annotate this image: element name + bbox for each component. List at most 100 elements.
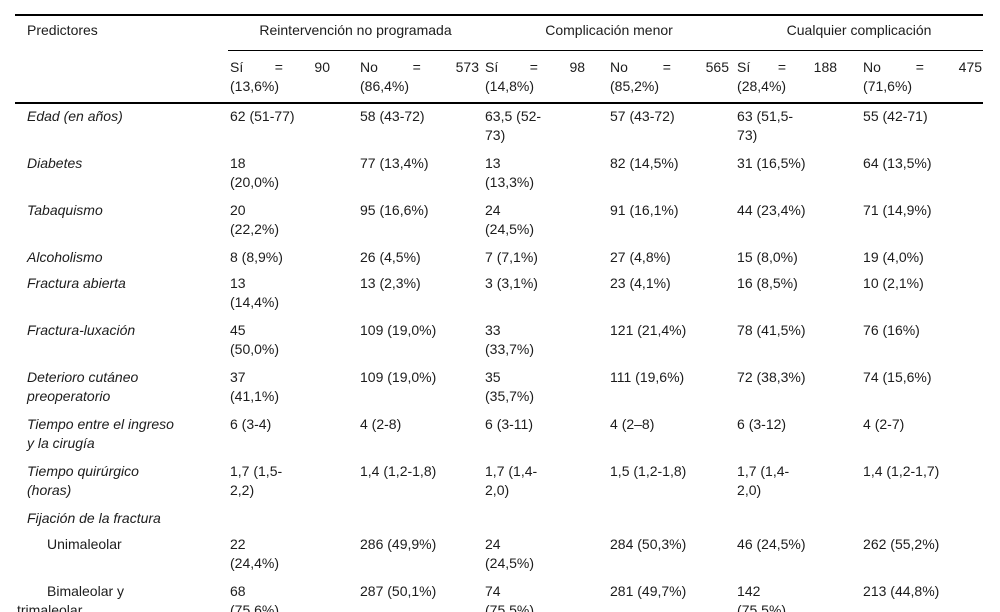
subcolumn-count: Sí = 188 (737, 58, 837, 77)
data-cell: 18 (20,0%) (230, 155, 280, 190)
row-label: Diabetes (27, 155, 83, 171)
data-cell: 64 (13,5%) (863, 155, 932, 171)
data-cell: 109 (19,0%) (360, 322, 437, 338)
data-cell: 76 (16%) (863, 322, 920, 338)
data-cell (483, 506, 608, 532)
data-cell: 262 (55,2%) (863, 536, 940, 552)
row-label: Edad (en años) (27, 108, 123, 124)
column-header-predictores: Predictores (15, 15, 228, 104)
table-row-deterioro-cutaneo: Deterioro cutáneo preoperatorio 37 (41,1… (15, 365, 983, 412)
row-label: Alcoholismo (27, 249, 103, 265)
subcol-word: Sí (230, 59, 244, 75)
data-cell: 74 (15,6%) (863, 369, 932, 385)
subcol-word: Sí (737, 59, 751, 75)
data-cell: 109 (19,0%) (360, 369, 437, 385)
data-cell: 16 (8,5%) (737, 275, 798, 291)
data-cell: 121 (21,4%) (610, 322, 687, 338)
subcolumn-header-no-3: No = 475 (71,6%) (861, 50, 984, 104)
subcol-n: 98 (569, 59, 586, 75)
data-cell: 63 (51,5- 73) (737, 108, 794, 143)
subcol-n: 565 (705, 59, 729, 75)
table-row-tabaquismo: Tabaquismo 20 (22,2%) 95 (16,6%) 24 (24,… (15, 198, 983, 245)
subcol-n: 188 (813, 59, 838, 75)
row-label: Unimaleolar (47, 536, 122, 552)
data-cell: 1,7 (1,4- 2,0) (485, 463, 538, 498)
data-cell: 13 (2,3%) (360, 275, 421, 291)
group-header-cualquier-complicacion: Cualquier complicación (735, 15, 984, 51)
table-row-edad: Edad (en años) 62 (51-77) 58 (43-72) 63,… (15, 103, 983, 151)
data-cell (735, 506, 861, 532)
subcol-n: 573 (455, 59, 479, 75)
data-cell: 15 (8,0%) (737, 249, 798, 265)
table-row-bimaleolar-trimaleolar: Bimaleolar y trimaleolar 68 (75,6%) 287 … (15, 579, 984, 612)
data-cell: 20 (22,2%) (230, 202, 280, 237)
data-cell: 287 (50,1%) (358, 579, 484, 612)
data-cell: 71 (14,9%) (863, 202, 932, 218)
group-header-reintervencion: Reintervención no programada (228, 15, 484, 51)
table-row-fractura-luxacion: Fractura-luxación 45 (50,0%) 109 (19,0%)… (15, 318, 983, 365)
table-row-alcoholismo: Alcoholismo 8 (8,9%) 26 (4,5%) 7 (7,1%) … (15, 245, 983, 271)
data-cell: 13 (14,4%) (230, 275, 280, 310)
data-cell: 286 (49,9%) (360, 536, 437, 552)
predictors-table: Predictores Reintervención no programada… (15, 14, 984, 612)
data-cell: 46 (24,5%) (737, 536, 806, 552)
table-row-fijacion-fractura: Fijación de la fractura (15, 506, 983, 532)
data-cell: 1,4 (1,2-1,8) (360, 463, 437, 479)
table-row-tiempo-quirurgico: Tiempo quirúrgico (horas) 1,7 (1,5- 2,2)… (15, 459, 983, 506)
data-cell: 142 (75,5%) (735, 579, 862, 612)
row-label: Bimaleolar y trimaleolar (15, 579, 228, 612)
data-cell: 24 (24,5%) (485, 536, 535, 571)
row-label: Tabaquismo (27, 202, 103, 218)
group-header-complicacion-menor: Complicación menor (483, 15, 736, 51)
data-cell (861, 506, 983, 532)
data-cell: 213 (44,8%) (861, 579, 984, 612)
data-cell: 62 (51-77) (230, 108, 295, 124)
subcolumn-count: Sí = 98 (485, 58, 585, 77)
equals-sign: = (412, 59, 421, 75)
data-cell: 284 (50,3%) (610, 536, 687, 552)
data-cell: 31 (16,5%) (737, 155, 806, 171)
data-cell: 4 (2-8) (360, 416, 402, 432)
data-cell: 281 (49,7%) (608, 579, 736, 612)
data-cell (608, 506, 735, 532)
row-label: Tiempo quirúrgico (horas) (27, 463, 139, 498)
data-cell: 37 (41,1%) (230, 369, 280, 404)
data-cell: 35 (35,7%) (485, 369, 535, 404)
data-cell: 27 (4,8%) (610, 249, 671, 265)
data-cell: 55 (42-71) (863, 108, 928, 124)
row-label: Fijación de la fractura (27, 510, 161, 526)
subcol-word: No (863, 59, 881, 75)
data-cell: 8 (8,9%) (230, 249, 283, 265)
data-cell: 78 (41,5%) (737, 322, 806, 338)
data-cell: 72 (38,3%) (737, 369, 806, 385)
header-row-subcolumns: Sí = 90 (13,6%) No = 573 (86,4%) Sí = 98 (14,8… (15, 50, 984, 104)
equals-sign: = (915, 59, 924, 75)
subcolumn-count: Sí = 90 (230, 58, 330, 77)
subcolumn-percent: (85,2%) (610, 78, 660, 94)
subcolumn-count: No = 573 (360, 58, 479, 77)
row-label: Deterioro cutáneo preoperatorio (27, 369, 139, 404)
data-cell (228, 506, 358, 532)
data-cell: 45 (50,0%) (230, 322, 280, 357)
data-cell: 1,4 (1,2-1,7) (863, 463, 940, 479)
data-cell: 3 (3,1%) (485, 275, 538, 291)
subcolumn-percent: (13,6%) (230, 78, 280, 94)
subcol-word: No (610, 59, 628, 75)
data-cell: 4 (2–8) (610, 416, 655, 432)
data-cell: 33 (33,7%) (485, 322, 535, 357)
data-cell: 6 (3-12) (737, 416, 787, 432)
data-cell: 19 (4,0%) (863, 249, 924, 265)
data-cell: 111 (19,6%) (610, 369, 685, 385)
data-cell: 95 (16,6%) (360, 202, 429, 218)
data-cell: 24 (24,5%) (485, 202, 535, 237)
row-label: Tiempo entre el ingreso y la cirugía (27, 416, 174, 451)
data-cell: 77 (13,4%) (360, 155, 429, 171)
data-cell: 6 (3-4) (230, 416, 272, 432)
data-cell: 26 (4,5%) (360, 249, 421, 265)
subcolumn-count: No = 475 (863, 58, 982, 77)
subcolumn-header-si-2: Sí = 98 (14,8%) (483, 50, 609, 104)
data-cell: 82 (14,5%) (610, 155, 679, 171)
subcol-n: 90 (314, 59, 330, 75)
subcol-word: Sí (485, 59, 499, 75)
data-cell: 91 (16,1%) (610, 202, 679, 218)
